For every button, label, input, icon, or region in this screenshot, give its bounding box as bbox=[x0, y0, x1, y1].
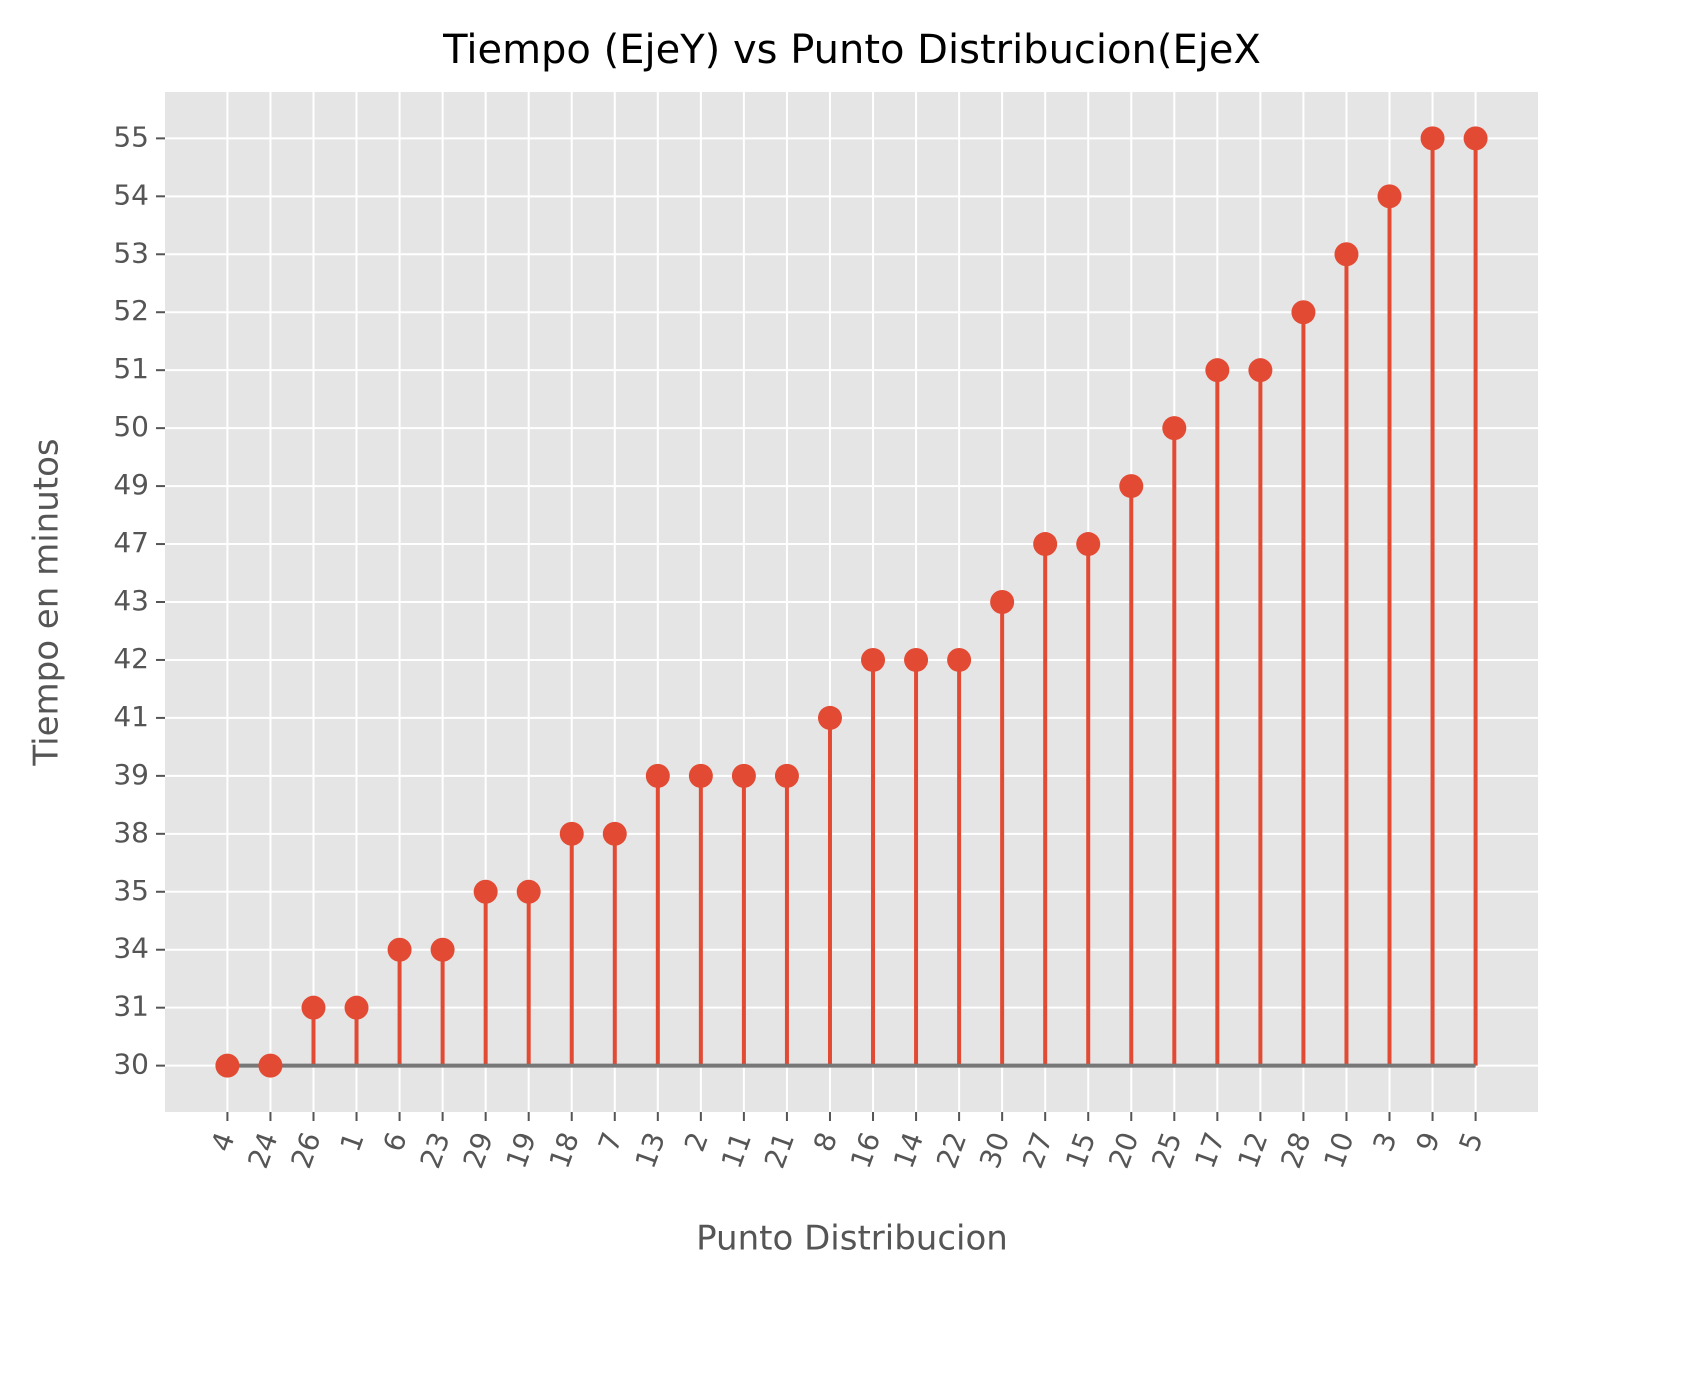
marker bbox=[1420, 126, 1445, 151]
marker bbox=[1033, 532, 1058, 557]
marker bbox=[645, 763, 670, 788]
y-tick-label: 55 bbox=[113, 120, 149, 153]
marker bbox=[688, 763, 713, 788]
x-tick-label: 12 bbox=[1231, 1128, 1274, 1173]
x-tick-label: 15 bbox=[1059, 1128, 1102, 1173]
marker bbox=[817, 705, 842, 730]
y-tick-label: 49 bbox=[113, 468, 149, 501]
marker bbox=[215, 1053, 240, 1078]
x-tick-label: 17 bbox=[1188, 1128, 1231, 1173]
x-tick-label: 25 bbox=[1145, 1128, 1188, 1173]
marker bbox=[947, 647, 972, 672]
y-tick-label: 41 bbox=[113, 700, 149, 733]
y-axis-label: Tiempo en minutos bbox=[27, 438, 67, 766]
y-tick-label: 43 bbox=[113, 584, 149, 617]
x-tick-label: 28 bbox=[1274, 1128, 1317, 1173]
x-tick-label: 6 bbox=[377, 1128, 414, 1156]
x-tick-label: 29 bbox=[457, 1128, 500, 1173]
x-tick-label: 7 bbox=[592, 1128, 629, 1156]
marker bbox=[559, 821, 584, 846]
x-tick-label: 3 bbox=[1366, 1128, 1403, 1156]
x-tick-label: 26 bbox=[284, 1128, 327, 1173]
x-tick-label: 20 bbox=[1102, 1128, 1145, 1173]
y-tick-label: 47 bbox=[113, 526, 149, 559]
x-tick-label: 30 bbox=[973, 1128, 1016, 1173]
x-tick-label: 24 bbox=[241, 1128, 284, 1173]
x-tick-label: 9 bbox=[1410, 1128, 1447, 1156]
x-tick-label: 19 bbox=[500, 1128, 543, 1173]
x-tick-label: 11 bbox=[715, 1128, 758, 1173]
marker bbox=[301, 995, 326, 1020]
marker bbox=[1162, 416, 1187, 441]
y-tick-label: 31 bbox=[113, 990, 149, 1023]
x-axis-label: Punto Distribucion bbox=[696, 1219, 1008, 1259]
marker bbox=[904, 647, 929, 672]
y-tick-label: 38 bbox=[113, 816, 149, 849]
marker bbox=[258, 1053, 283, 1078]
x-tick-label: 8 bbox=[807, 1128, 844, 1156]
x-tick-label: 23 bbox=[414, 1128, 457, 1173]
x-tick-label: 27 bbox=[1016, 1128, 1059, 1173]
y-tick-label: 39 bbox=[113, 758, 149, 791]
marker bbox=[1291, 300, 1316, 325]
x-tick-label: 16 bbox=[844, 1128, 887, 1173]
marker bbox=[602, 821, 627, 846]
marker bbox=[1334, 242, 1359, 267]
marks bbox=[215, 126, 1488, 1078]
x-tick-label: 14 bbox=[887, 1128, 930, 1173]
marker bbox=[774, 763, 799, 788]
marker bbox=[516, 879, 541, 904]
x-tick-label: 2 bbox=[678, 1128, 715, 1156]
marker bbox=[473, 879, 498, 904]
x-tick-label: 13 bbox=[629, 1128, 672, 1173]
marker bbox=[731, 763, 756, 788]
marker bbox=[1119, 474, 1144, 499]
marker bbox=[344, 995, 369, 1020]
y-tick-label: 53 bbox=[113, 236, 149, 269]
y-tick-label: 42 bbox=[113, 642, 149, 675]
marker bbox=[387, 937, 412, 962]
chart-title: Tiempo (EjeY) vs Punto Distribucion(EjeX bbox=[442, 27, 1261, 73]
y-tick-label: 50 bbox=[113, 410, 149, 443]
y-tick-label: 30 bbox=[113, 1048, 149, 1081]
y-tick-label: 51 bbox=[113, 352, 149, 385]
marker bbox=[861, 647, 886, 672]
y-tick-label: 52 bbox=[113, 294, 149, 327]
x-tick-label: 5 bbox=[1453, 1128, 1490, 1156]
y-tick-label: 54 bbox=[113, 178, 149, 211]
marker bbox=[1377, 184, 1402, 209]
y-tick-label: 34 bbox=[113, 932, 149, 965]
marker bbox=[990, 590, 1015, 614]
x-tick-label: 21 bbox=[758, 1128, 801, 1173]
x-tick-label: 4 bbox=[204, 1128, 241, 1156]
x-tick-label: 1 bbox=[334, 1128, 371, 1156]
marker bbox=[1463, 126, 1488, 151]
marker bbox=[1205, 358, 1230, 383]
marker bbox=[430, 937, 455, 962]
marker bbox=[1076, 532, 1101, 557]
x-tick-label: 18 bbox=[543, 1128, 586, 1173]
x-tick-label: 22 bbox=[930, 1128, 973, 1173]
y-tick-label: 35 bbox=[113, 874, 149, 907]
marker bbox=[1248, 358, 1273, 383]
x-tick-label: 10 bbox=[1317, 1128, 1360, 1173]
